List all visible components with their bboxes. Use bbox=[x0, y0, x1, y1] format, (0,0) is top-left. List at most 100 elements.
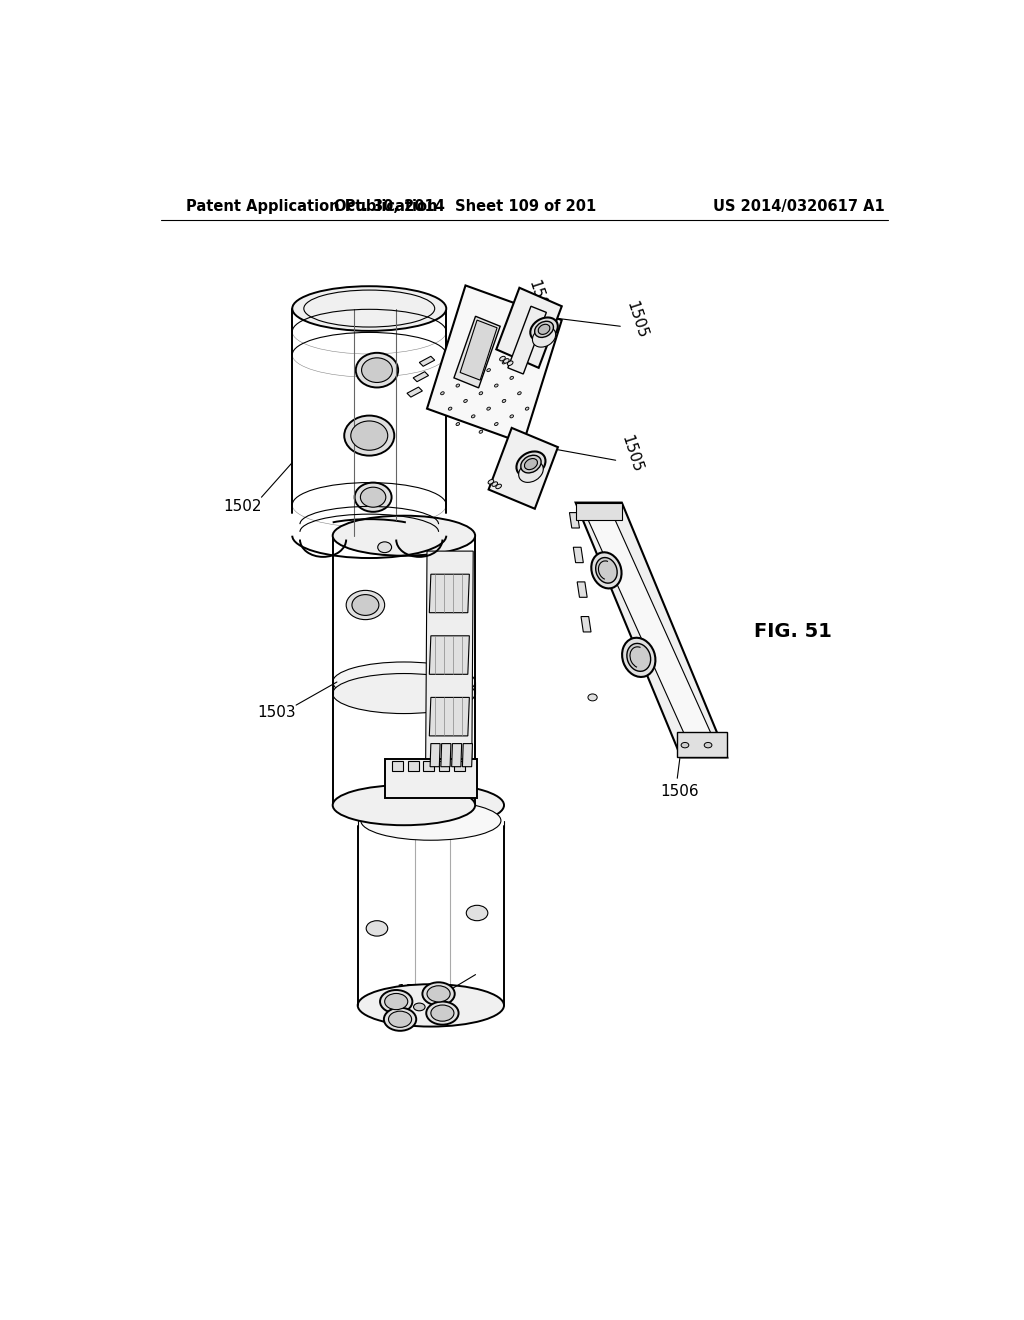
Polygon shape bbox=[573, 548, 584, 562]
Ellipse shape bbox=[681, 742, 689, 748]
Ellipse shape bbox=[360, 487, 386, 507]
Ellipse shape bbox=[492, 482, 498, 486]
Ellipse shape bbox=[518, 461, 544, 482]
Ellipse shape bbox=[352, 594, 379, 615]
Ellipse shape bbox=[414, 1003, 425, 1011]
Polygon shape bbox=[429, 697, 469, 737]
Ellipse shape bbox=[388, 1011, 412, 1027]
Polygon shape bbox=[575, 503, 622, 520]
Ellipse shape bbox=[466, 906, 487, 921]
Ellipse shape bbox=[486, 368, 490, 372]
Ellipse shape bbox=[378, 541, 391, 553]
Polygon shape bbox=[429, 574, 469, 612]
Text: Oct. 30, 2014  Sheet 109 of 201: Oct. 30, 2014 Sheet 109 of 201 bbox=[335, 198, 597, 214]
Polygon shape bbox=[677, 733, 727, 758]
Ellipse shape bbox=[521, 455, 541, 473]
Ellipse shape bbox=[516, 451, 546, 477]
Ellipse shape bbox=[591, 552, 622, 589]
Polygon shape bbox=[413, 372, 429, 381]
Ellipse shape bbox=[517, 392, 521, 395]
Ellipse shape bbox=[479, 392, 482, 395]
Ellipse shape bbox=[496, 484, 502, 488]
Ellipse shape bbox=[705, 742, 712, 748]
Ellipse shape bbox=[530, 318, 558, 341]
Ellipse shape bbox=[500, 356, 505, 360]
Ellipse shape bbox=[627, 643, 650, 672]
Polygon shape bbox=[292, 309, 446, 536]
Polygon shape bbox=[508, 306, 547, 374]
Ellipse shape bbox=[532, 327, 556, 347]
Ellipse shape bbox=[380, 990, 413, 1014]
Ellipse shape bbox=[524, 458, 538, 470]
Text: 1506: 1506 bbox=[660, 784, 699, 799]
Polygon shape bbox=[419, 356, 435, 367]
Text: 1503: 1503 bbox=[258, 705, 296, 721]
Text: 1504: 1504 bbox=[525, 279, 552, 319]
Ellipse shape bbox=[502, 400, 506, 403]
Ellipse shape bbox=[479, 430, 482, 433]
Ellipse shape bbox=[471, 414, 475, 418]
Polygon shape bbox=[408, 760, 419, 771]
Ellipse shape bbox=[449, 407, 452, 411]
Polygon shape bbox=[581, 616, 591, 632]
Ellipse shape bbox=[333, 785, 475, 825]
Ellipse shape bbox=[535, 321, 553, 338]
Polygon shape bbox=[333, 536, 475, 805]
Ellipse shape bbox=[384, 1007, 416, 1031]
Ellipse shape bbox=[488, 479, 494, 484]
Ellipse shape bbox=[344, 416, 394, 455]
Ellipse shape bbox=[361, 358, 392, 383]
Ellipse shape bbox=[351, 421, 388, 450]
Ellipse shape bbox=[464, 400, 467, 403]
Polygon shape bbox=[429, 636, 469, 675]
Ellipse shape bbox=[355, 352, 398, 388]
Ellipse shape bbox=[510, 376, 513, 379]
Ellipse shape bbox=[525, 407, 529, 411]
Ellipse shape bbox=[623, 638, 655, 677]
Ellipse shape bbox=[456, 384, 460, 387]
Polygon shape bbox=[569, 512, 580, 528]
Text: 1501: 1501 bbox=[396, 983, 435, 999]
Ellipse shape bbox=[495, 384, 498, 387]
Polygon shape bbox=[460, 321, 497, 380]
Polygon shape bbox=[578, 582, 587, 597]
Ellipse shape bbox=[292, 286, 446, 331]
Polygon shape bbox=[463, 743, 472, 767]
Ellipse shape bbox=[367, 921, 388, 936]
Polygon shape bbox=[430, 743, 440, 767]
Ellipse shape bbox=[504, 359, 509, 363]
Polygon shape bbox=[454, 317, 500, 388]
Ellipse shape bbox=[588, 694, 597, 701]
Polygon shape bbox=[425, 552, 473, 789]
Polygon shape bbox=[385, 759, 477, 797]
Polygon shape bbox=[452, 743, 462, 767]
Ellipse shape bbox=[427, 986, 451, 1002]
Ellipse shape bbox=[471, 376, 475, 379]
Ellipse shape bbox=[354, 483, 391, 512]
Polygon shape bbox=[438, 760, 450, 771]
Ellipse shape bbox=[440, 392, 444, 395]
Polygon shape bbox=[585, 512, 717, 747]
Text: 1505: 1505 bbox=[624, 300, 649, 341]
Ellipse shape bbox=[333, 516, 475, 556]
Polygon shape bbox=[441, 743, 451, 767]
Ellipse shape bbox=[539, 325, 550, 334]
Ellipse shape bbox=[357, 985, 504, 1027]
Text: FIG. 51: FIG. 51 bbox=[755, 623, 833, 642]
Text: 1502: 1502 bbox=[223, 499, 261, 513]
Ellipse shape bbox=[333, 673, 475, 714]
Ellipse shape bbox=[360, 801, 501, 841]
Text: Patent Application Publication: Patent Application Publication bbox=[186, 198, 437, 214]
Polygon shape bbox=[454, 760, 465, 771]
Ellipse shape bbox=[596, 557, 617, 583]
Ellipse shape bbox=[346, 590, 385, 619]
Ellipse shape bbox=[333, 663, 475, 702]
Polygon shape bbox=[488, 428, 558, 508]
Polygon shape bbox=[357, 805, 504, 1006]
Polygon shape bbox=[427, 285, 562, 444]
Ellipse shape bbox=[502, 360, 506, 364]
Polygon shape bbox=[407, 387, 422, 397]
Ellipse shape bbox=[431, 1005, 454, 1022]
Ellipse shape bbox=[495, 422, 498, 425]
Ellipse shape bbox=[510, 414, 513, 418]
